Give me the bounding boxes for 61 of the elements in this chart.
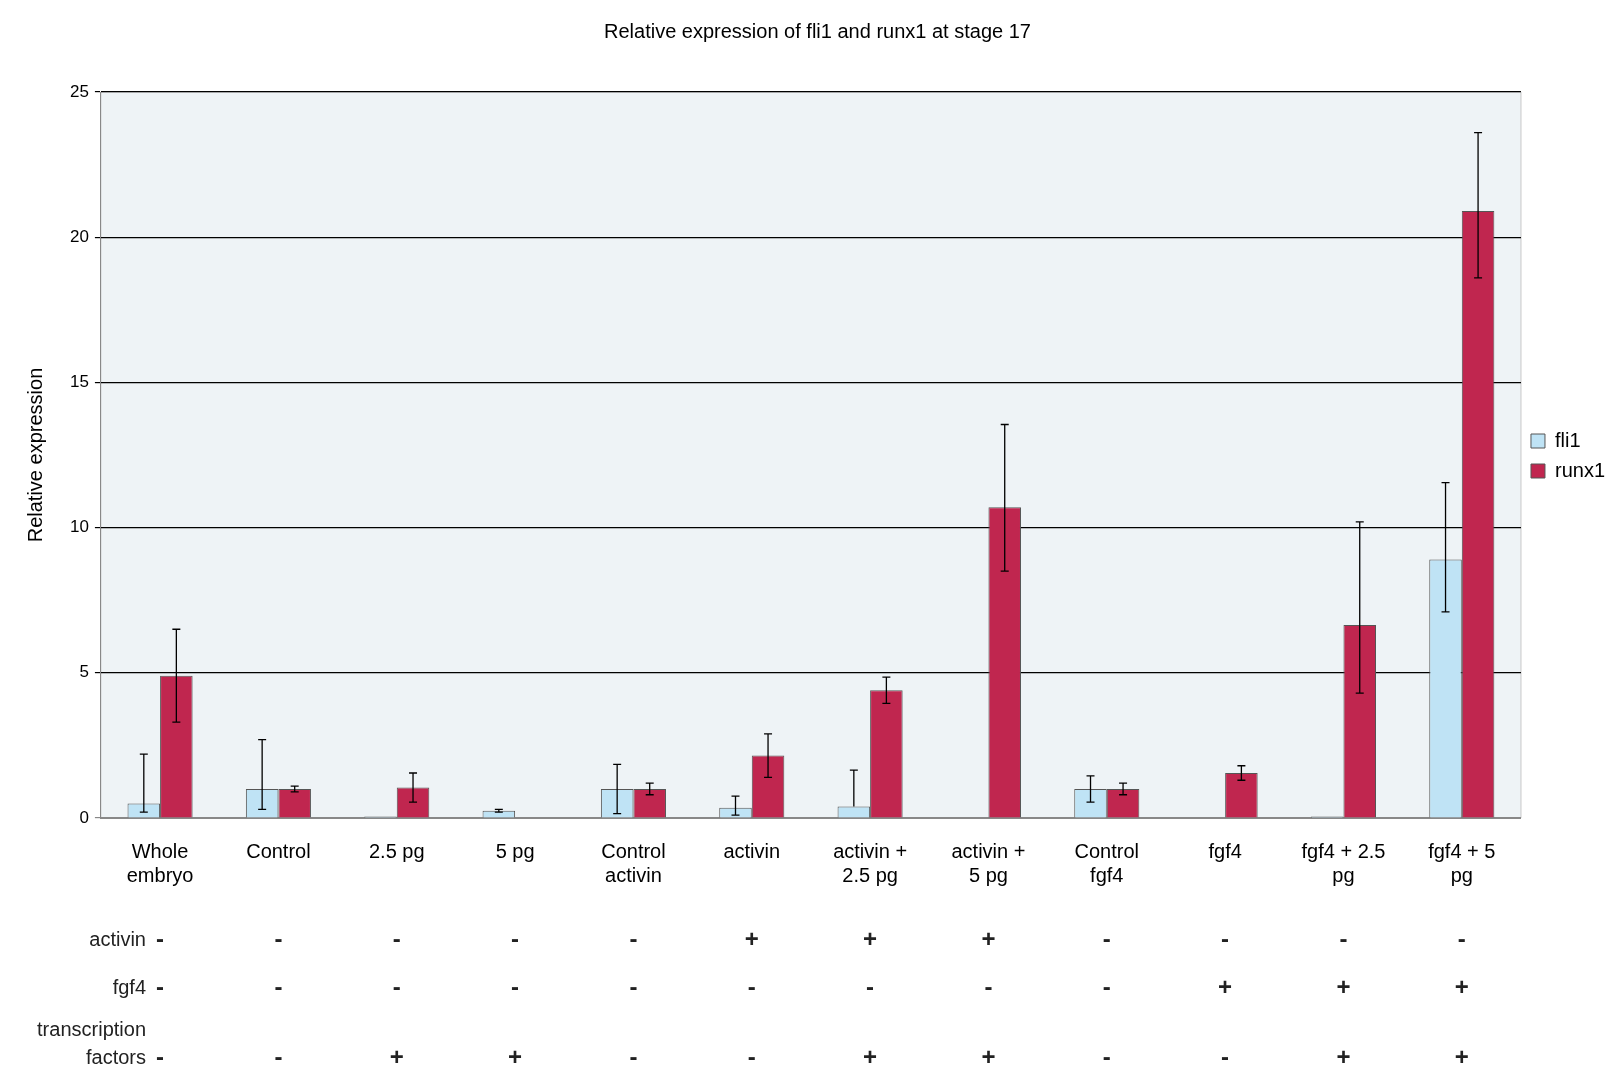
text: - — [274, 924, 283, 952]
text: + — [1336, 972, 1351, 1000]
text: + — [508, 1042, 523, 1070]
x-tick-label: fgf4 + 5 pg — [1428, 839, 1496, 886]
text: - — [156, 924, 165, 952]
x-tick-label: Control — [246, 839, 311, 862]
text: - — [1102, 1042, 1111, 1070]
text: + — [981, 1042, 996, 1070]
chart-title: Relative expression of fli1 and runx1 at stage 17 — [604, 19, 1031, 42]
text: transcription factors — [37, 1017, 146, 1068]
x-tick-label: activin — [723, 839, 781, 862]
text: + — [863, 1042, 878, 1070]
text: + — [744, 924, 759, 952]
x-tick-label: fgf4 + 2.5 pg — [1301, 839, 1386, 886]
y-tick-label: 15 — [69, 372, 89, 392]
text: - — [1339, 924, 1348, 952]
text: - — [866, 972, 875, 1000]
y-axis-title: Relative expression — [23, 367, 46, 543]
text: - — [1102, 924, 1111, 952]
text: - — [511, 972, 520, 1000]
text: + — [1454, 1042, 1469, 1070]
text: - — [984, 972, 993, 1000]
text: + — [981, 924, 996, 952]
text: - — [511, 924, 520, 952]
text: + — [863, 924, 878, 952]
x-tick-label: 2.5 pg — [368, 839, 425, 862]
text: - — [747, 1042, 756, 1070]
text: + — [1336, 1042, 1351, 1070]
text: - — [274, 972, 283, 1000]
text: - — [392, 972, 401, 1000]
x-tick-label: activin + 2.5 pg — [833, 839, 908, 886]
text: - — [392, 924, 401, 952]
text: + — [1218, 972, 1233, 1000]
text: fgf4 — [112, 975, 146, 998]
text: - — [156, 972, 165, 1000]
text: - — [156, 1042, 165, 1070]
text: activin — [89, 927, 146, 950]
text: - — [629, 972, 638, 1000]
text: - — [1457, 924, 1466, 952]
x-tick-label: activin + 5 pg — [951, 839, 1026, 886]
text: + — [389, 1042, 404, 1070]
y-tick-label: 10 — [69, 517, 89, 537]
y-tick-label: 25 — [69, 81, 89, 101]
text: - — [1102, 972, 1111, 1000]
x-tick-label: Whole embryo — [126, 839, 194, 886]
legend-label: fli1 — [1554, 428, 1581, 451]
text: - — [1221, 1042, 1230, 1070]
x-tick-label: Control fgf4 — [1074, 839, 1140, 886]
y-tick-label: 0 — [79, 807, 89, 827]
text: - — [629, 924, 638, 952]
x-tick-label: fgf4 — [1208, 839, 1242, 862]
text: - — [274, 1042, 283, 1070]
text: + — [1454, 972, 1469, 1000]
x-tick-label: Control activin — [601, 839, 666, 886]
legend-label: runx1 — [1554, 458, 1605, 481]
y-tick-label: 5 — [79, 662, 89, 682]
text: - — [629, 1042, 638, 1070]
text: - — [1221, 924, 1230, 952]
y-tick-label: 20 — [69, 226, 89, 246]
text: - — [747, 972, 756, 1000]
x-tick-label: 5 pg — [495, 839, 535, 862]
